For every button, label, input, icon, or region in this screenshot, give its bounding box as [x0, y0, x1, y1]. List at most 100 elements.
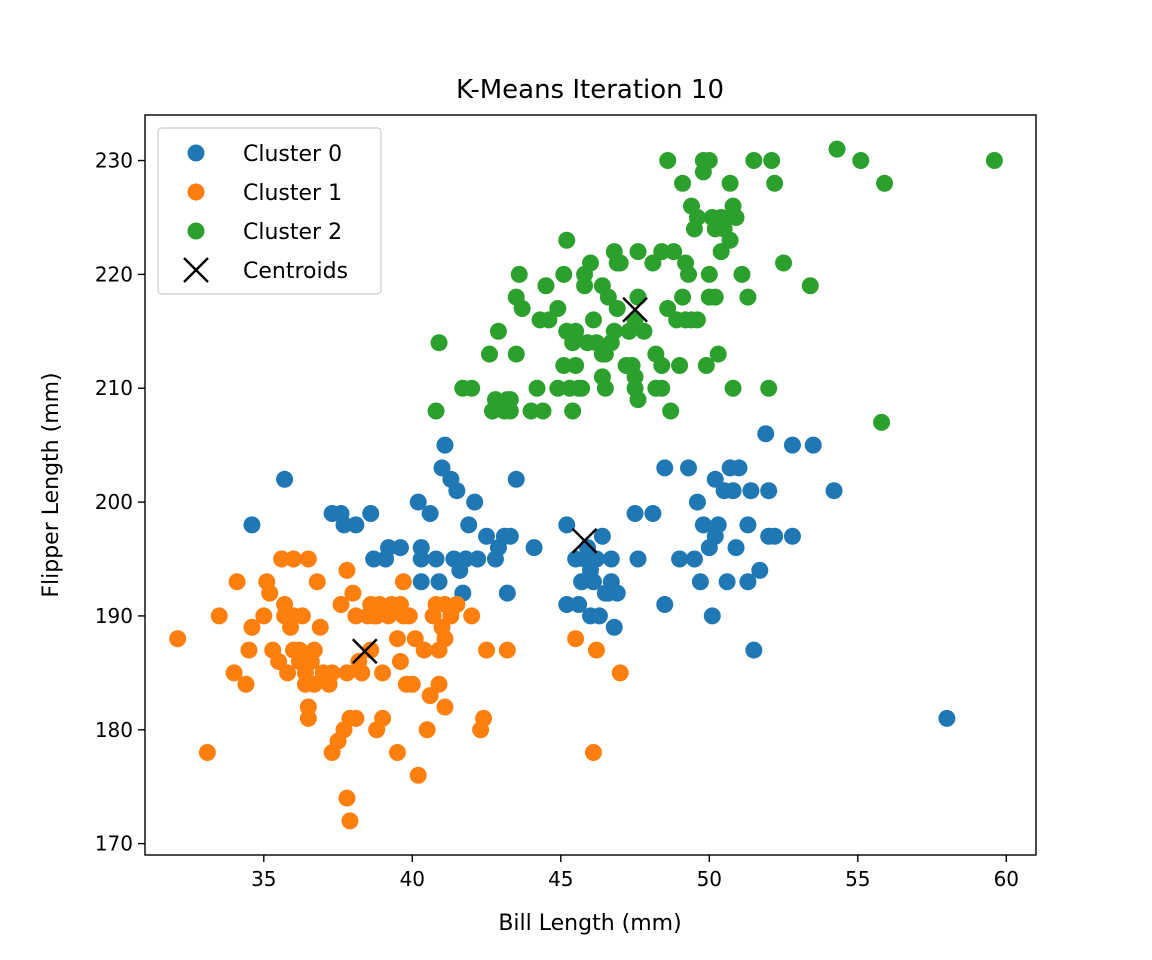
data-point [626, 368, 644, 386]
data-point [409, 493, 427, 511]
data-point [486, 391, 504, 409]
y-tick-label: 170 [95, 832, 133, 856]
data-point [629, 288, 647, 306]
data-point [573, 573, 591, 591]
data-point [430, 675, 448, 693]
legend-box [157, 127, 382, 295]
data-point [706, 470, 724, 488]
data-point [653, 243, 671, 261]
data-point [478, 527, 496, 545]
data-point [659, 300, 677, 318]
data-point [674, 174, 692, 192]
data-point [804, 436, 822, 454]
data-point [876, 174, 894, 192]
x-tick-label: 55 [845, 867, 870, 891]
data-point [347, 607, 365, 625]
data-point [608, 584, 626, 602]
data-point [558, 231, 576, 249]
data-point [228, 573, 246, 591]
data-point [243, 516, 261, 534]
centroid-stroke [622, 296, 648, 323]
data-point [522, 402, 540, 420]
data-point [635, 322, 653, 340]
data-point [584, 573, 602, 591]
data-point [466, 493, 484, 511]
series-cluster-0 [243, 425, 956, 727]
data-point [338, 789, 356, 807]
data-point [608, 300, 626, 318]
data-point [697, 356, 715, 374]
chart-title: K-Means Iteration 10 [456, 75, 724, 105]
data-point [647, 379, 665, 397]
data-point [534, 402, 552, 420]
data-point [727, 208, 745, 226]
data-point [412, 539, 430, 557]
data-point [656, 459, 674, 477]
y-tick-label: 220 [95, 262, 133, 286]
data-point [433, 459, 451, 477]
centroid-stroke [351, 638, 378, 665]
x-tick-label: 60 [994, 867, 1019, 891]
data-point [680, 459, 698, 477]
data-point [766, 527, 784, 545]
centroid-marker [622, 296, 648, 323]
data-point [448, 482, 466, 500]
data-point [285, 550, 302, 568]
data-point [555, 356, 573, 374]
data-point [599, 288, 617, 306]
data-point [427, 550, 445, 568]
y-axis: 170 180 190 200 210 220 230 [95, 149, 145, 856]
data-point [801, 277, 819, 295]
data-point [415, 641, 433, 659]
data-point [757, 425, 775, 443]
data-point [706, 288, 724, 306]
data-point [700, 265, 718, 283]
data-point [783, 527, 801, 545]
data-point [430, 573, 448, 591]
data-point [745, 641, 763, 659]
x-tick-label: 35 [251, 867, 276, 891]
data-point [255, 607, 273, 625]
data-point [626, 311, 644, 329]
data-point [525, 539, 543, 557]
x-tick-label: 50 [697, 867, 722, 891]
data-point [739, 573, 757, 591]
legend-marker [187, 183, 205, 201]
legend-centroid-icon [183, 257, 209, 283]
data-point [409, 766, 427, 784]
data-point [243, 618, 261, 636]
data-point [240, 641, 258, 659]
data-point [567, 322, 585, 340]
data-point [305, 641, 323, 659]
y-tick-label: 190 [95, 604, 133, 628]
data-point [576, 277, 594, 295]
data-point [362, 504, 380, 522]
data-point [394, 573, 412, 591]
data-point [587, 550, 605, 568]
legend-label: Cluster 1 [243, 181, 342, 206]
data-point [730, 459, 748, 477]
data-point [279, 664, 297, 682]
data-point [727, 539, 745, 557]
data-point [510, 265, 528, 283]
data-point [481, 345, 499, 363]
data-point [724, 379, 742, 397]
data-point [353, 664, 371, 682]
data-point [745, 152, 763, 170]
data-point [436, 698, 454, 716]
data-point [489, 322, 507, 340]
data-point [653, 356, 671, 374]
data-point [388, 744, 406, 762]
data-point [463, 379, 481, 397]
data-point [261, 584, 279, 602]
data-point [570, 379, 588, 397]
data-point [709, 516, 727, 534]
data-point [665, 243, 683, 261]
data-point [688, 493, 706, 511]
data-point [371, 596, 389, 614]
data-point [273, 550, 291, 568]
data-point [709, 345, 727, 363]
data-point [406, 630, 424, 648]
data-point [374, 664, 392, 682]
